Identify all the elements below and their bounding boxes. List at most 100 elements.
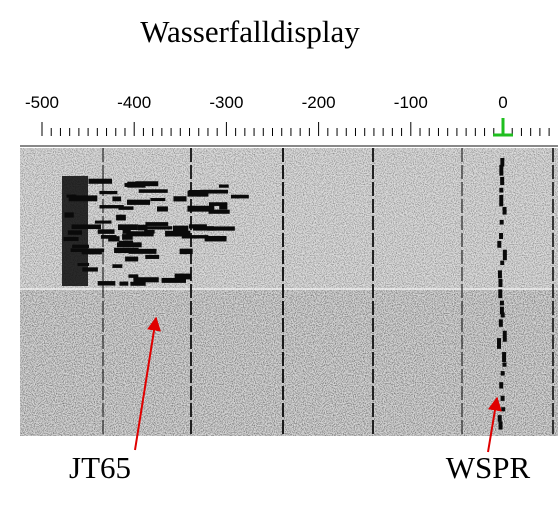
jt65-tone (130, 281, 146, 286)
jt65-tone (145, 222, 169, 226)
jt65-tone (114, 247, 139, 254)
wspr-tone (502, 352, 507, 363)
wspr-tone (500, 158, 505, 167)
wspr-tone (498, 421, 503, 430)
jt65-tone (82, 267, 98, 272)
wspr-signal (497, 158, 507, 430)
wspr-arrow (487, 396, 502, 453)
wspr-tone (500, 312, 505, 318)
wspr-tone (499, 187, 504, 193)
wspr-tone (500, 176, 505, 186)
jt65-signals (62, 176, 249, 286)
jt65-tone (112, 264, 123, 268)
jt65-tone (94, 220, 112, 224)
jt65-tone (144, 226, 173, 230)
wspr-tone (500, 371, 505, 376)
jt65-tone (123, 240, 134, 247)
jt65-tone (97, 281, 116, 286)
jt65-tone (126, 231, 154, 237)
jt65-tone (100, 235, 117, 239)
jt65-tone (231, 194, 249, 199)
wspr-tone (499, 232, 504, 239)
jt65-tone (208, 202, 228, 206)
jt65-tone (187, 190, 209, 197)
scale-label: -300 (209, 93, 243, 112)
wspr-tone (497, 270, 502, 279)
wspr-tone (499, 219, 504, 225)
wspr-tone (501, 407, 506, 412)
waterfall-upper-band (20, 148, 558, 288)
slide-title: Wasserfalldisplay (140, 14, 360, 49)
jt65-tone (108, 236, 120, 242)
jt65-tone (208, 209, 230, 214)
jt65-tone (172, 225, 189, 232)
jt65-tone (126, 199, 151, 205)
jt65-tone (150, 198, 166, 202)
jt65-arrow (134, 316, 161, 451)
jt65-tone (181, 235, 209, 239)
wspr-tone (500, 260, 505, 266)
frequency-scale: -500 -400 -300 -200 -100 0 (20, 93, 558, 147)
jt65-tone (137, 224, 148, 231)
scale-label: -100 (394, 93, 428, 112)
wspr-tone (498, 289, 503, 299)
scale-label: -200 (302, 93, 336, 112)
jt65-tone (133, 277, 159, 283)
jt65-tone (219, 205, 228, 210)
wspr-tone (499, 306, 504, 315)
jt65-tone (116, 214, 126, 221)
scale-label: 0 (498, 93, 507, 112)
jt65-tone (81, 249, 102, 255)
wspr-tone (499, 194, 504, 207)
wspr-tone (502, 206, 507, 215)
jt65-tone (127, 181, 146, 188)
jt65-tone (145, 254, 160, 259)
jt65-tone (157, 206, 168, 212)
jt65-tone (179, 248, 193, 255)
wspr-tone (499, 300, 504, 306)
jt65-tone (218, 184, 229, 188)
jt65-tone (128, 248, 157, 254)
wspr-tone (500, 395, 505, 401)
jt65-tone (122, 228, 131, 234)
jt65-tone (112, 196, 122, 202)
wspr-tone (498, 278, 503, 287)
wspr-tone (502, 330, 507, 342)
wspr-tone (502, 249, 507, 261)
jt65-tone (118, 224, 138, 231)
scale-label: -400 (117, 93, 151, 112)
jt65-tone (99, 205, 124, 209)
jt65-tone (122, 234, 133, 240)
jt65-tone (193, 226, 214, 231)
wspr-tone (499, 382, 504, 389)
wspr-label: WSPR (446, 450, 531, 485)
wspr-tone (502, 362, 507, 367)
scale-label: -500 (25, 93, 59, 112)
jt65-tone (165, 230, 191, 237)
jt65-tone (62, 176, 88, 286)
jt65-tone (128, 274, 139, 278)
jt65-tone (99, 190, 118, 195)
jt65-tone (118, 206, 134, 210)
jt65-tone (173, 196, 187, 202)
jt65-tone (97, 229, 115, 234)
wspr-tone (497, 338, 502, 349)
jt65-tone (204, 235, 227, 242)
signal-lines (102, 148, 554, 436)
wspr-tone (497, 415, 502, 422)
wspr-tone (498, 319, 503, 327)
waterfall (20, 148, 558, 436)
jt65-tone (161, 277, 186, 283)
jt65-tone (187, 205, 215, 212)
jt65-tone (174, 273, 192, 280)
jt65-label: JT65 (69, 450, 131, 485)
jt65-tone (81, 248, 105, 252)
wspr-tone (499, 164, 504, 176)
waterfall-noise (20, 148, 558, 436)
jt65-tone (135, 181, 159, 187)
jt65-tone (207, 226, 235, 231)
jt65-tone (125, 256, 139, 262)
jt65-tone (119, 281, 129, 286)
